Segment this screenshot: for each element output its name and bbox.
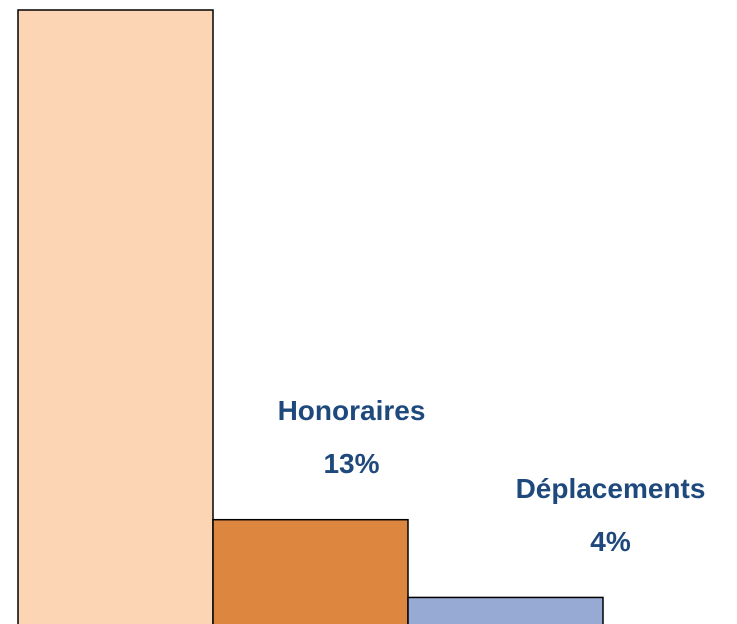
bar xyxy=(212,518,409,624)
bar xyxy=(17,9,214,624)
category-label: Déplacements xyxy=(516,473,706,504)
value-label: 13% xyxy=(323,448,379,479)
value-label: 4% xyxy=(590,526,631,557)
bar xyxy=(407,596,604,624)
category-label: Honoraires xyxy=(278,395,426,426)
